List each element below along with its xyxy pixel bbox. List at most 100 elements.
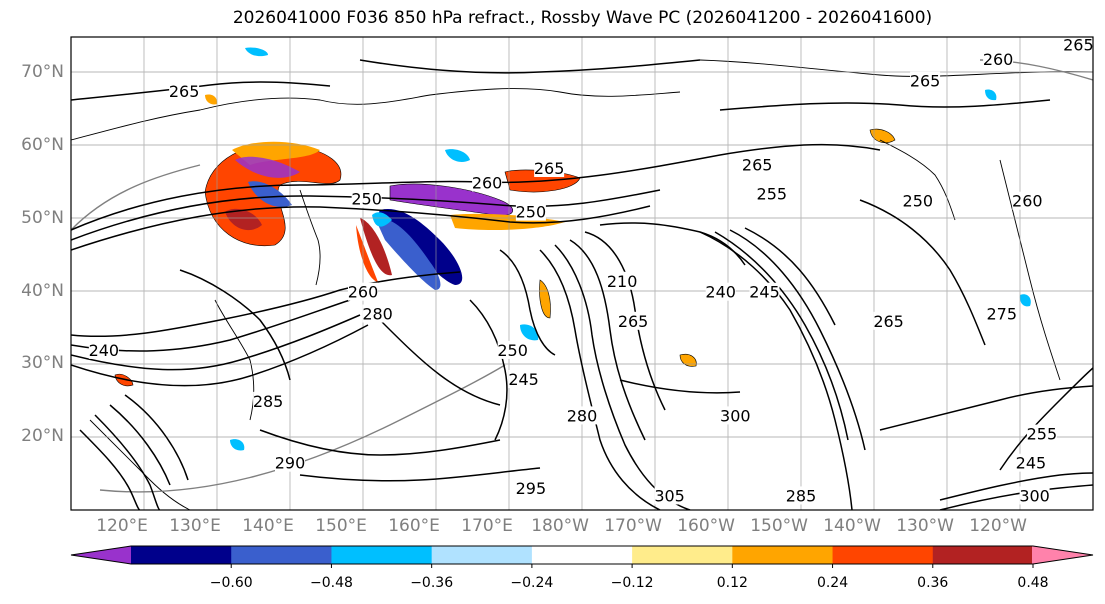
contour-label: 210 bbox=[607, 272, 638, 291]
longitude-label: 120°E bbox=[96, 516, 148, 536]
contour-label-background bbox=[169, 81, 200, 100]
contour-line bbox=[744, 227, 836, 326]
orange-anomaly-patch bbox=[356, 225, 378, 282]
coastline bbox=[299, 189, 321, 286]
contour-line bbox=[71, 271, 461, 338]
latitude-label: 40°N bbox=[21, 280, 64, 301]
contour-line bbox=[71, 324, 369, 387]
colorbar-tick-label: −0.60 bbox=[209, 575, 253, 591]
contour-label: 290 bbox=[275, 454, 306, 473]
contour-label-background bbox=[1012, 191, 1043, 210]
contour-label-background bbox=[786, 486, 816, 505]
contour-line bbox=[299, 467, 541, 482]
darkred-anomaly-patch bbox=[225, 208, 262, 231]
contour-line bbox=[939, 484, 1093, 510]
contour-label-background bbox=[902, 191, 933, 210]
contour-label-background bbox=[88, 340, 119, 359]
longitude-label: 140°E bbox=[242, 516, 294, 536]
shading-layer bbox=[114, 47, 1031, 451]
contour-line bbox=[124, 394, 189, 481]
map-area: 265 250 260 265 250 265 255 250 260 265 260 265 210 2… bbox=[71, 37, 1093, 510]
contour-label: 250 bbox=[903, 192, 934, 211]
contour-label-background bbox=[508, 370, 539, 389]
longitude-label: 130°E bbox=[169, 516, 221, 536]
colorbar bbox=[70, 545, 1094, 568]
cyan-anomaly-patch bbox=[248, 181, 292, 208]
colorbar-tick-label: 0.12 bbox=[716, 575, 748, 591]
longitude-label: 150°W bbox=[750, 516, 808, 536]
contour-label: 265 bbox=[910, 72, 941, 91]
contour-label-background bbox=[351, 189, 382, 208]
contour-label: 245 bbox=[749, 283, 780, 302]
colorbar-segment bbox=[131, 546, 232, 564]
colorbar-outline bbox=[70, 545, 1094, 565]
contour-label: 255 bbox=[1027, 425, 1058, 444]
contour-label-background bbox=[362, 304, 393, 323]
contour-label: 250 bbox=[516, 203, 547, 222]
cyan-anomaly-patch bbox=[372, 212, 392, 227]
contour-label-background bbox=[472, 173, 503, 192]
contour-label-background bbox=[275, 453, 305, 472]
contour-label: 285 bbox=[253, 392, 284, 411]
cyan-anomaly-patch bbox=[985, 89, 997, 101]
contour-label: 300 bbox=[720, 406, 751, 425]
contour-label-background bbox=[515, 479, 546, 498]
blue-anomaly-patch bbox=[375, 217, 441, 290]
contour-label-background bbox=[607, 271, 638, 290]
contour-label-background bbox=[515, 202, 546, 221]
latitude-label: 30°N bbox=[21, 353, 64, 374]
contour-label: 260 bbox=[348, 283, 379, 302]
contour-line bbox=[554, 244, 691, 510]
colorbar-extend-min bbox=[71, 546, 132, 564]
longitude-label: 120°W bbox=[969, 516, 1027, 536]
contour-line bbox=[71, 81, 331, 101]
contour-line bbox=[379, 319, 501, 406]
contour-label-background bbox=[873, 311, 904, 330]
contour-label: 265 bbox=[618, 312, 649, 331]
contour-line bbox=[94, 414, 161, 510]
contour-label-background bbox=[348, 282, 378, 301]
contour-label-background bbox=[742, 155, 773, 174]
colorbar-tick-label: 0.60 bbox=[1098, 575, 1105, 591]
map-title: 2026041000 F036 850 hPa refract., Rossby… bbox=[232, 8, 933, 28]
latitude-label: 60°N bbox=[21, 135, 64, 156]
longitude-label: 160°E bbox=[388, 516, 440, 536]
contour-label-background bbox=[1063, 37, 1093, 54]
contour-line bbox=[539, 249, 661, 510]
contour-line bbox=[71, 189, 661, 241]
colorbar-tick-label: −0.24 bbox=[510, 575, 554, 591]
cyan-anomaly-patch bbox=[445, 149, 470, 162]
contour-line bbox=[499, 249, 556, 356]
contour-label: 260 bbox=[983, 50, 1014, 69]
contour-line bbox=[584, 231, 666, 411]
contour-line bbox=[79, 429, 141, 510]
colorbar-segment bbox=[231, 546, 332, 564]
contour-label-background bbox=[497, 340, 528, 359]
contour-label: 265 bbox=[534, 159, 565, 178]
contour-label-background bbox=[1015, 453, 1046, 472]
contour-label: 260 bbox=[1012, 192, 1043, 211]
contour-label-background bbox=[910, 71, 941, 90]
contour-line bbox=[259, 429, 501, 456]
colorbar-extend-max bbox=[1032, 546, 1093, 564]
contour-label: 300 bbox=[1019, 486, 1050, 505]
contour-label-background bbox=[534, 158, 565, 177]
contour-label: 295 bbox=[516, 479, 547, 498]
contour-line bbox=[359, 59, 701, 74]
longitude-label: 160°W bbox=[677, 516, 735, 536]
colorbar-segment bbox=[531, 546, 633, 564]
colorbar-segment bbox=[331, 546, 433, 564]
colorbar-tick-label: 0.24 bbox=[816, 575, 849, 591]
latitude-label: 50°N bbox=[21, 207, 64, 228]
contour-label-background bbox=[654, 486, 685, 505]
contour-label: 245 bbox=[1016, 454, 1047, 473]
colorbar-tick-label: 0.36 bbox=[917, 575, 949, 591]
contour-line bbox=[939, 472, 1093, 501]
contour-labels: 265 250 260 265 250 265 255 250 260 265 260 265 210 2… bbox=[88, 37, 1093, 505]
colorbar-segment bbox=[732, 546, 834, 564]
coastline bbox=[699, 59, 1093, 77]
colorbar-segment bbox=[431, 546, 533, 564]
latitude-label: 70°N bbox=[21, 62, 64, 83]
contour-line bbox=[179, 269, 291, 381]
